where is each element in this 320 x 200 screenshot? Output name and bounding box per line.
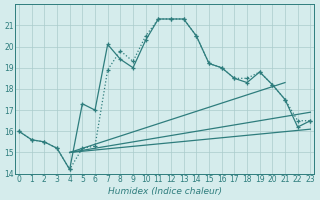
X-axis label: Humidex (Indice chaleur): Humidex (Indice chaleur) (108, 187, 222, 196)
